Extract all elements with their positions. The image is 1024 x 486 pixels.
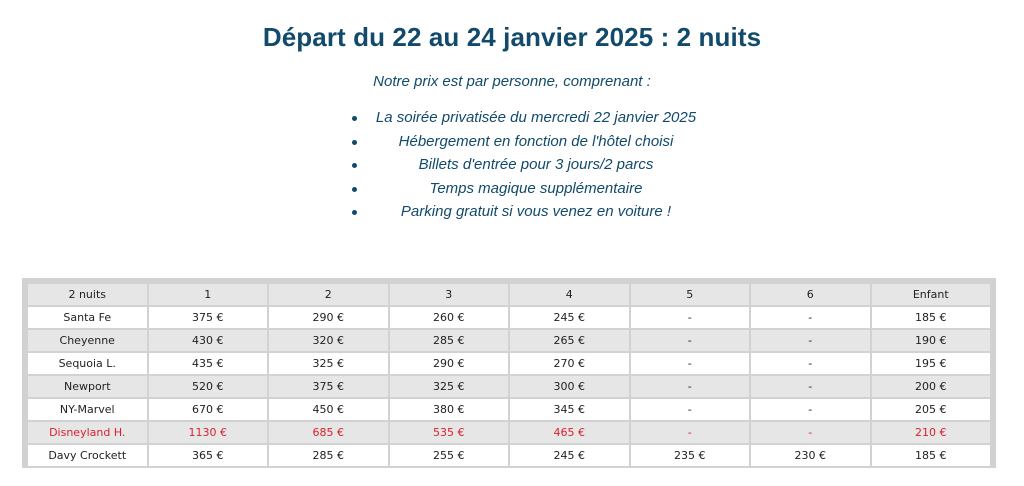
- table-cell: 285 €: [269, 445, 388, 466]
- table-cell: 365 €: [148, 445, 267, 466]
- table-cell: 270 €: [510, 353, 629, 374]
- list-item-text: Hébergement en fonction de l'hôtel chois…: [398, 132, 674, 150]
- list-item: Billets d'entrée pour 3 jours/2 parcs: [340, 153, 710, 177]
- table-cell: -: [630, 399, 749, 420]
- table-cell: 245 €: [510, 307, 629, 328]
- table-cell: 535 €: [389, 422, 508, 443]
- page-title: Départ du 22 au 24 janvier 2025 : 2 nuit…: [262, 22, 762, 52]
- table-row: Davy Crockett 365 € 285 € 255 € 245 € 23…: [28, 445, 990, 466]
- bullet-icon: [352, 210, 357, 216]
- table-cell: 430 €: [148, 330, 267, 351]
- column-header: 6: [751, 284, 870, 305]
- table-cell: Cheyenne: [28, 330, 147, 351]
- list-item: Temps magique supplémentaire: [340, 177, 710, 201]
- table-cell: Disneyland H.: [28, 422, 147, 443]
- table-cell: -: [751, 353, 870, 374]
- column-header: 2 nuits: [28, 284, 147, 305]
- table-cell: 255 €: [389, 445, 508, 466]
- table-cell: 465 €: [510, 422, 629, 443]
- table-cell: 1130 €: [148, 422, 267, 443]
- bullet-icon: [352, 163, 357, 169]
- table-cell: 290 €: [269, 307, 388, 328]
- table-cell: 450 €: [269, 399, 388, 420]
- table-row: Cheyenne 430 € 320 € 285 € 265 € - - 190…: [28, 330, 990, 351]
- column-header: 5: [630, 284, 749, 305]
- table-cell: 260 €: [389, 307, 508, 328]
- table-row: NY-Marvel 670 € 450 € 380 € 345 € - - 20…: [28, 399, 990, 420]
- table-cell: 190 €: [871, 330, 990, 351]
- table-cell: -: [630, 422, 749, 443]
- column-header: 4: [510, 284, 629, 305]
- table-cell: 380 €: [389, 399, 508, 420]
- column-header: Enfant: [871, 284, 990, 305]
- table-cell: 520 €: [148, 376, 267, 397]
- table-cell: Davy Crockett: [28, 445, 147, 466]
- list-item: Parking gratuit si vous venez en voiture…: [340, 200, 710, 224]
- table-cell: 200 €: [871, 376, 990, 397]
- table-cell: 300 €: [510, 376, 629, 397]
- table-cell: 375 €: [269, 376, 388, 397]
- list-item-text: La soirée privatisée du mercredi 22 janv…: [375, 109, 697, 126]
- table-cell: -: [751, 399, 870, 420]
- table-cell: -: [751, 330, 870, 351]
- bullet-icon: [352, 139, 357, 145]
- intro-text: Notre prix est par personne, comprenant …: [373, 73, 651, 90]
- table-cell: -: [751, 376, 870, 397]
- table-cell: 265 €: [510, 330, 629, 351]
- table-header-row: 2 nuits 1 2 3 4 5 6 Enfant: [28, 284, 990, 305]
- table-cell: 375 €: [148, 307, 267, 328]
- table-cell: 195 €: [871, 353, 990, 374]
- table-row: Santa Fe 375 € 290 € 260 € 245 € - - 185…: [28, 307, 990, 328]
- table-cell: 290 €: [389, 353, 508, 374]
- list-item: Hébergement en fonction de l'hôtel chois…: [340, 130, 710, 154]
- column-header: 1: [148, 284, 267, 305]
- table-cell: 325 €: [269, 353, 388, 374]
- table-cell: -: [630, 353, 749, 374]
- table-cell: NY-Marvel: [28, 399, 147, 420]
- table-row: Newport 520 € 375 € 325 € 300 € - - 200 …: [28, 376, 990, 397]
- inclusions-list: La soirée privatisée du mercredi 22 janv…: [340, 106, 710, 224]
- price-table-frame: 2 nuits 1 2 3 4 5 6 Enfant Santa Fe 375 …: [22, 278, 996, 468]
- list-item-text: Temps magique supplémentaire: [429, 179, 643, 197]
- bullet-icon: [352, 116, 357, 121]
- list-item-text: Billets d'entrée pour 3 jours/2 parcs: [418, 156, 654, 174]
- table-cell: -: [751, 422, 870, 443]
- table-cell: Santa Fe: [28, 307, 147, 328]
- list-item: La soirée privatisée du mercredi 22 janv…: [340, 106, 710, 130]
- list-item-text: Parking gratuit si vous venez en voiture…: [400, 203, 672, 221]
- table-cell: 285 €: [389, 330, 508, 351]
- table-cell: 345 €: [510, 399, 629, 420]
- price-table: 2 nuits 1 2 3 4 5 6 Enfant Santa Fe 375 …: [26, 282, 992, 468]
- bullet-icon: [352, 186, 357, 192]
- table-cell: 670 €: [148, 399, 267, 420]
- table-cell: -: [630, 307, 749, 328]
- table-cell: 185 €: [871, 445, 990, 466]
- table-cell: 245 €: [510, 445, 629, 466]
- table-row: Sequoia L. 435 € 325 € 290 € 270 € - - 1…: [28, 353, 990, 374]
- table-row-highlight: Disneyland H. 1130 € 685 € 535 € 465 € -…: [28, 422, 990, 443]
- column-header: 2: [269, 284, 388, 305]
- table-cell: 685 €: [269, 422, 388, 443]
- table-cell: 320 €: [269, 330, 388, 351]
- table-cell: -: [630, 376, 749, 397]
- table-cell: 205 €: [871, 399, 990, 420]
- table-cell: -: [751, 307, 870, 328]
- table-cell: 435 €: [148, 353, 267, 374]
- table-cell: 325 €: [389, 376, 508, 397]
- table-cell: 235 €: [630, 445, 749, 466]
- table-cell: 185 €: [871, 307, 990, 328]
- table-cell: Newport: [28, 376, 147, 397]
- table-cell: -: [630, 330, 749, 351]
- column-header: 3: [389, 284, 508, 305]
- table-cell: Sequoia L.: [28, 353, 147, 374]
- table-cell: 230 €: [751, 445, 870, 466]
- table-cell: 210 €: [871, 422, 990, 443]
